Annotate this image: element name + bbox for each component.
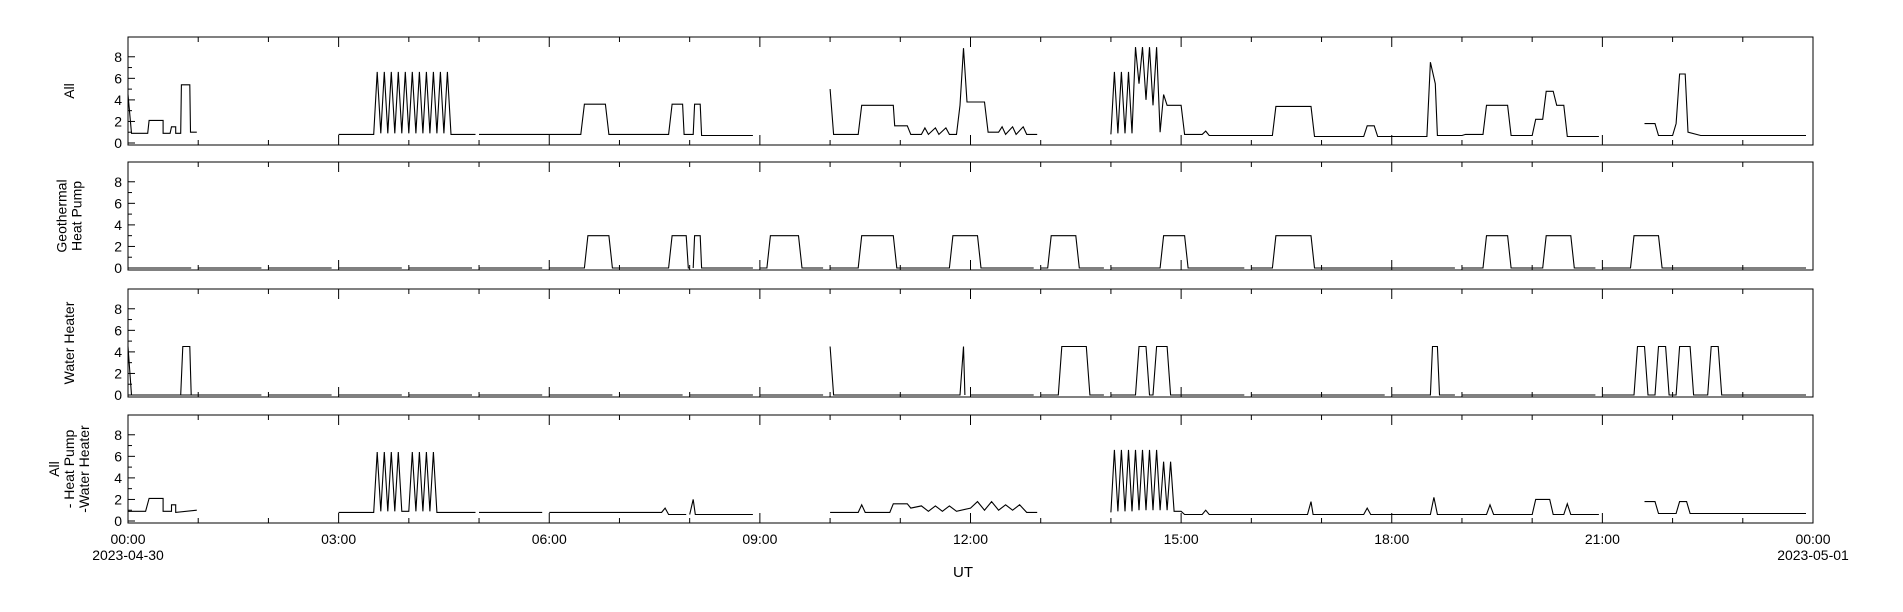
- series-line: [338, 451, 476, 513]
- series-line: [1110, 449, 1599, 516]
- series-line: [829, 346, 966, 396]
- y-tick-label: 8: [114, 427, 122, 443]
- series-line: [1110, 235, 1245, 269]
- y-tick-label: 4: [114, 92, 122, 108]
- x-tick-label: 18:00: [1374, 531, 1409, 547]
- y-tick-label: 0: [114, 513, 122, 529]
- y-label-line: Water Heater: [61, 301, 77, 384]
- series-line: [127, 84, 197, 134]
- panel-2: 0 2 4 6 8 GeothermalHeat Pump: [54, 161, 1814, 276]
- x-tick-label: 21:00: [1585, 531, 1620, 547]
- y-tick-label: 2: [114, 113, 122, 129]
- panel-frame: [127, 288, 1814, 398]
- series-line: [127, 346, 192, 396]
- y-tick-label: 4: [114, 344, 122, 360]
- y-label-line: - Heat Pump: [61, 429, 77, 508]
- series-line: [549, 507, 687, 516]
- series-line: [1251, 235, 1455, 269]
- x-tick-label: 09:00: [742, 531, 777, 547]
- series-line: [1644, 501, 1806, 515]
- panel-y-label: All: [61, 83, 77, 99]
- y-label-line: Geothermal: [54, 179, 70, 252]
- y-tick-label: 6: [114, 70, 122, 86]
- series-line: [549, 235, 690, 269]
- x-axis-label: UT: [953, 564, 973, 581]
- panel-4: 0 2 4 6 8 All- Heat Pump-Water Heater: [46, 414, 1814, 529]
- series-line: [830, 500, 1038, 513]
- series-line: [1110, 345, 1245, 396]
- y-tick-label: 2: [114, 491, 122, 507]
- panel-y-label: All- Heat Pump-Water Heater: [46, 425, 92, 513]
- series-line: [1602, 235, 1806, 269]
- x-tick-date-label: 2023-05-01: [1777, 547, 1849, 563]
- series-line: [1644, 73, 1806, 137]
- series-line: [1110, 47, 1599, 138]
- panel-3: 0 2 4 6 8 Water Heater: [61, 288, 1814, 403]
- y-label-line: All: [46, 461, 62, 477]
- series-line: [479, 103, 753, 137]
- x-tick-label: 12:00: [953, 531, 988, 547]
- panel-1: 0 2 4 6 8 All: [61, 36, 1814, 151]
- panel-frame: [127, 161, 1814, 271]
- y-tick-label: 2: [114, 365, 122, 381]
- y-tick-label: 8: [114, 49, 122, 65]
- x-tick-label: 06:00: [532, 531, 567, 547]
- series-line: [1040, 345, 1104, 396]
- y-tick-label: 8: [114, 174, 122, 190]
- series-line: [180, 345, 262, 396]
- y-tick-label: 0: [114, 260, 122, 276]
- y-tick-label: 8: [114, 301, 122, 317]
- y-tick-label: 6: [114, 448, 122, 464]
- x-tick-label: 15:00: [1164, 531, 1199, 547]
- series-line: [829, 48, 1038, 136]
- y-tick-label: 2: [114, 238, 122, 254]
- series-line: [1462, 235, 1596, 269]
- series-line: [830, 235, 1034, 269]
- y-tick-label: 6: [114, 195, 122, 211]
- series-line: [1602, 345, 1806, 396]
- y-tick-label: 4: [114, 217, 122, 233]
- x-tick-label: 03:00: [321, 531, 356, 547]
- series-line: [1040, 235, 1104, 269]
- x-tick-label: 00:00: [110, 531, 145, 547]
- y-tick-label: 4: [114, 470, 122, 486]
- y-label-line: Heat Pump: [69, 181, 85, 251]
- y-tick-label: 0: [114, 387, 122, 403]
- series-line: [692, 235, 753, 269]
- x-tick-label: 00:00: [1795, 531, 1830, 547]
- series-line: [338, 71, 476, 135]
- y-label-line: -Water Heater: [76, 425, 92, 513]
- series-line: [689, 499, 753, 516]
- series-line: [1391, 345, 1455, 396]
- panel-y-label: GeothermalHeat Pump: [54, 179, 85, 252]
- y-label-line: All: [61, 83, 77, 99]
- y-tick-label: 0: [114, 135, 122, 151]
- panel-y-label: Water Heater: [61, 301, 77, 384]
- y-tick-label: 6: [114, 322, 122, 338]
- series-line: [759, 235, 824, 269]
- series-line: [128, 497, 197, 514]
- x-tick-date-label: 2023-04-30: [92, 547, 164, 563]
